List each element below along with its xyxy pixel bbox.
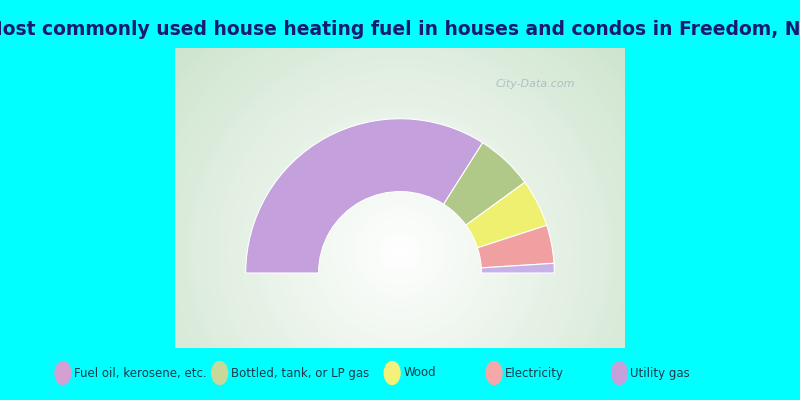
Circle shape — [237, 89, 563, 400]
Wedge shape — [482, 263, 554, 273]
Circle shape — [229, 80, 571, 400]
Text: Electricity: Electricity — [505, 366, 564, 380]
Circle shape — [233, 84, 567, 400]
Text: Fuel oil, kerosene, etc.: Fuel oil, kerosene, etc. — [74, 366, 206, 380]
Wedge shape — [466, 182, 546, 248]
Circle shape — [284, 136, 516, 367]
Circle shape — [331, 183, 469, 320]
Circle shape — [276, 127, 524, 376]
Circle shape — [113, 0, 687, 400]
Circle shape — [198, 50, 602, 400]
Circle shape — [323, 174, 477, 329]
Circle shape — [349, 200, 451, 303]
Circle shape — [104, 0, 696, 400]
Circle shape — [216, 67, 584, 400]
Circle shape — [186, 37, 614, 400]
Circle shape — [211, 63, 589, 400]
Circle shape — [203, 54, 597, 400]
Text: City-Data.com: City-Data.com — [495, 79, 574, 89]
Circle shape — [138, 0, 662, 400]
Circle shape — [177, 29, 623, 400]
Circle shape — [357, 209, 443, 294]
Circle shape — [74, 0, 726, 400]
Ellipse shape — [211, 361, 228, 385]
Circle shape — [122, 0, 678, 400]
Circle shape — [314, 166, 486, 337]
Circle shape — [344, 196, 456, 307]
Circle shape — [362, 213, 438, 290]
Circle shape — [224, 76, 576, 400]
Circle shape — [194, 46, 606, 400]
Circle shape — [83, 0, 717, 400]
Circle shape — [156, 7, 644, 400]
Text: Wood: Wood — [403, 366, 436, 380]
Circle shape — [220, 72, 580, 400]
Circle shape — [271, 123, 529, 380]
Circle shape — [310, 162, 490, 342]
Text: Utility gas: Utility gas — [630, 366, 690, 380]
Circle shape — [62, 0, 738, 400]
Circle shape — [66, 0, 734, 400]
Circle shape — [96, 0, 704, 400]
Circle shape — [57, 0, 743, 400]
Circle shape — [109, 0, 691, 400]
Circle shape — [147, 0, 653, 400]
Circle shape — [302, 153, 498, 350]
Wedge shape — [246, 119, 482, 273]
Circle shape — [267, 119, 533, 384]
Circle shape — [250, 102, 550, 400]
Circle shape — [340, 192, 460, 312]
Circle shape — [169, 20, 631, 400]
Circle shape — [207, 59, 593, 400]
Circle shape — [151, 3, 649, 400]
Circle shape — [164, 16, 636, 400]
Circle shape — [263, 114, 537, 389]
Circle shape — [374, 226, 426, 277]
Circle shape — [91, 0, 709, 400]
Circle shape — [242, 93, 558, 400]
Text: Bottled, tank, or LP gas: Bottled, tank, or LP gas — [230, 366, 369, 380]
Circle shape — [190, 42, 610, 400]
Circle shape — [387, 239, 413, 264]
Circle shape — [246, 97, 554, 400]
Circle shape — [100, 0, 700, 400]
Circle shape — [130, 0, 670, 400]
Circle shape — [87, 0, 713, 400]
Circle shape — [126, 0, 674, 400]
Ellipse shape — [383, 361, 401, 385]
Ellipse shape — [486, 361, 502, 385]
Circle shape — [78, 0, 722, 400]
Circle shape — [353, 204, 447, 299]
Circle shape — [258, 110, 542, 393]
Circle shape — [70, 0, 730, 400]
Circle shape — [396, 247, 404, 256]
Circle shape — [318, 170, 482, 333]
Circle shape — [134, 0, 666, 400]
Circle shape — [366, 217, 434, 286]
Circle shape — [280, 132, 520, 372]
Circle shape — [117, 0, 683, 400]
Circle shape — [293, 144, 507, 359]
Circle shape — [391, 243, 409, 260]
Circle shape — [173, 24, 627, 400]
Circle shape — [336, 187, 464, 316]
Circle shape — [254, 106, 546, 397]
Circle shape — [160, 12, 640, 400]
Wedge shape — [444, 143, 525, 225]
Circle shape — [383, 234, 417, 269]
Circle shape — [143, 0, 657, 400]
Circle shape — [306, 157, 494, 346]
Circle shape — [297, 149, 503, 354]
Circle shape — [289, 140, 511, 363]
Circle shape — [378, 230, 422, 273]
Ellipse shape — [54, 361, 71, 385]
Wedge shape — [478, 225, 554, 268]
Circle shape — [327, 179, 473, 324]
Circle shape — [370, 222, 430, 282]
Ellipse shape — [611, 361, 628, 385]
Text: Most commonly used house heating fuel in houses and condos in Freedom, NH: Most commonly used house heating fuel in… — [0, 20, 800, 39]
Circle shape — [182, 33, 618, 400]
